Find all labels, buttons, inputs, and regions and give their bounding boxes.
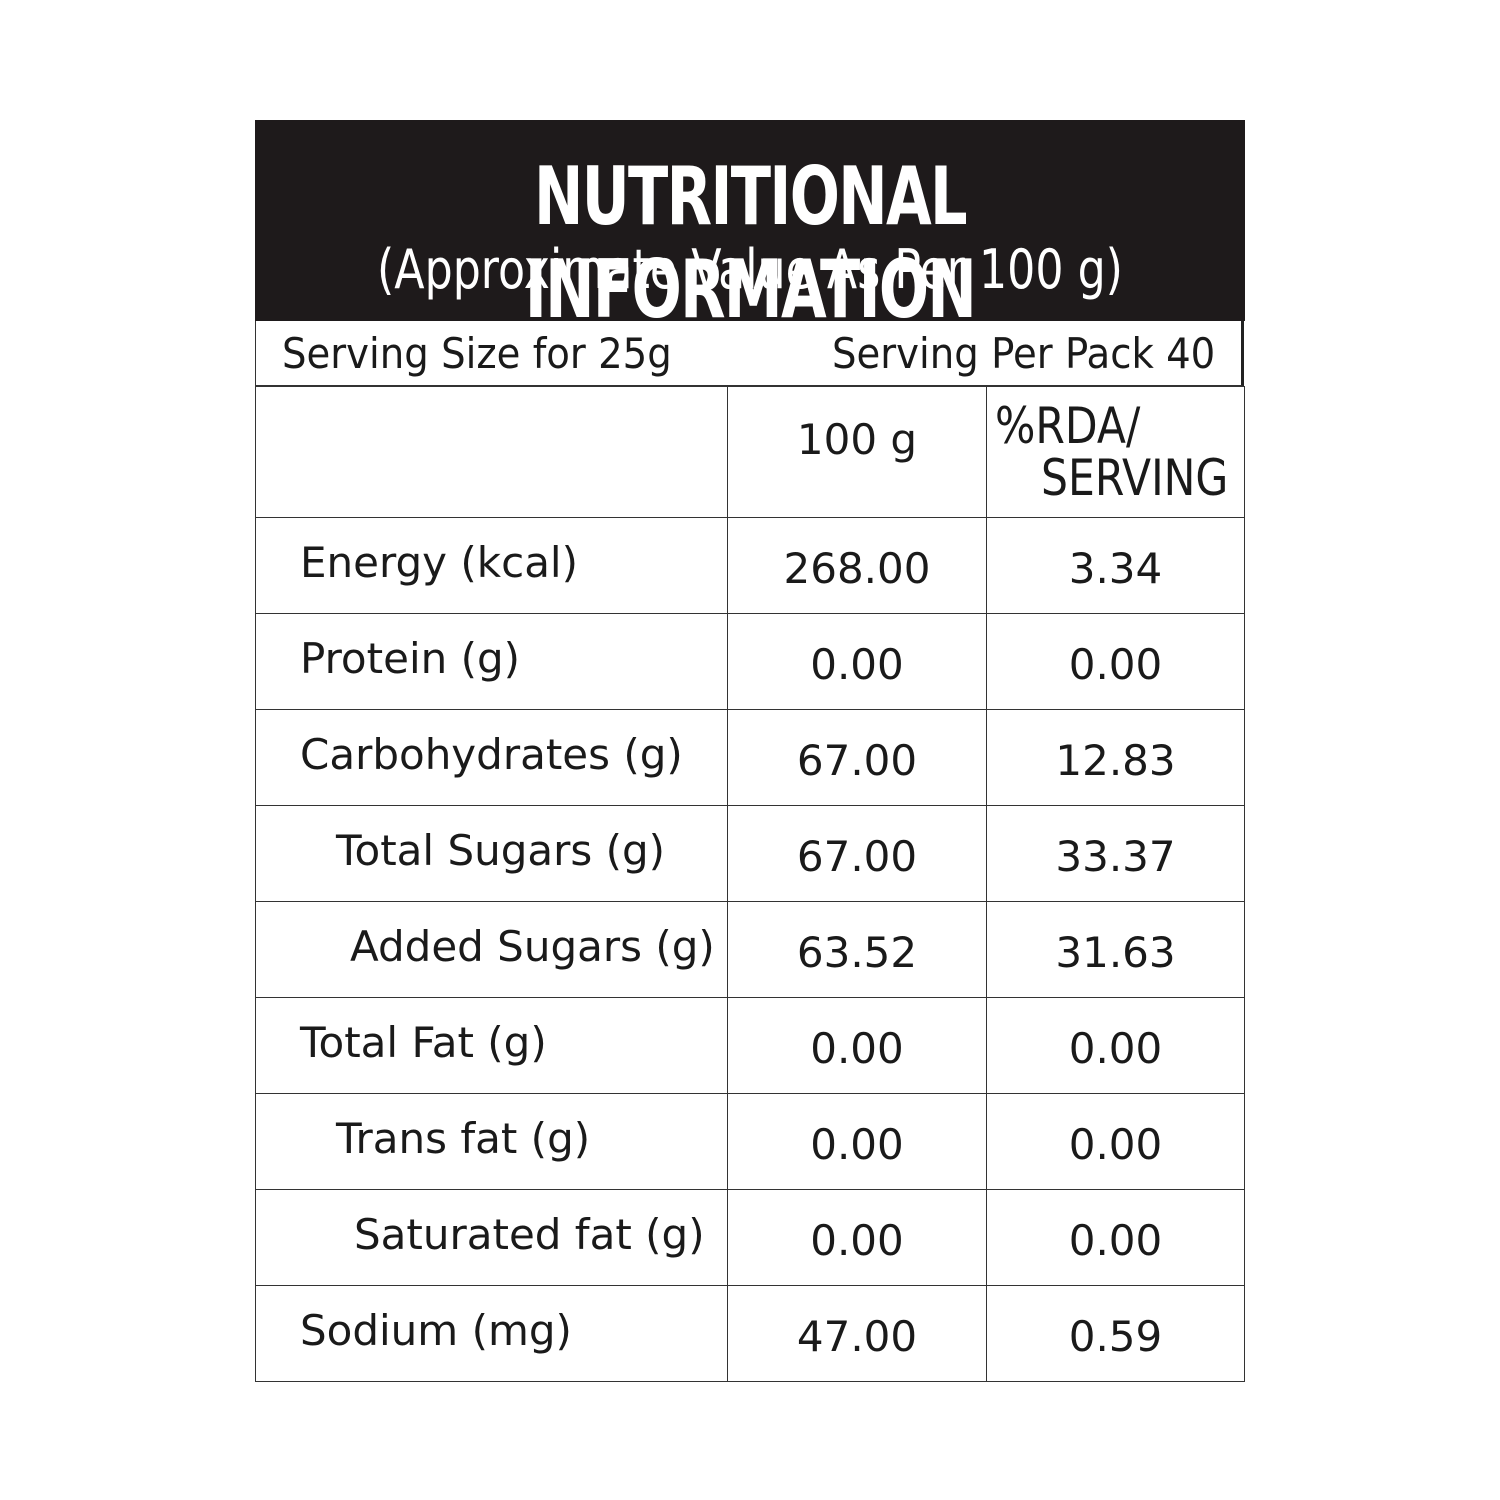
nutrient-label: Total Fat (g): [300, 1018, 547, 1067]
nutrient-value: 0.00: [1068, 1216, 1163, 1265]
value-cell: 268.00: [727, 517, 987, 614]
nutrient-label: Trans fat (g): [336, 1114, 591, 1163]
column-header: 100 g: [796, 415, 918, 464]
nutrient-value: 33.37: [1055, 832, 1176, 881]
nutrient-label: Saturated fat (g): [354, 1210, 705, 1259]
nutrient-label: Sodium (mg): [300, 1306, 572, 1355]
value-cell: 0.00: [986, 997, 1245, 1094]
value-cell: 0.00: [986, 1093, 1245, 1190]
nutrient-value: 3.34: [1068, 544, 1163, 593]
nutrient-value: 0.00: [1068, 640, 1163, 689]
nutrient-label: Added Sugars (g): [350, 922, 715, 971]
value-cell: 12.83: [986, 709, 1245, 806]
subtitle: (Approximate Value As Per 100 g): [377, 238, 1123, 301]
header: NUTRITIONAL INFORMATION (Approximate Val…: [255, 120, 1245, 336]
label-cell: Total Fat (g): [255, 997, 728, 1094]
value-cell: 67.00: [727, 805, 987, 902]
title: NUTRITIONAL INFORMATION: [524, 150, 977, 336]
column-header: %RDA/: [995, 397, 1141, 455]
nutrient-label: Total Sugars (g): [336, 826, 666, 875]
header-cell: [255, 386, 728, 518]
value-cell: 0.00: [727, 613, 987, 710]
nutrient-value: 0.00: [1068, 1120, 1163, 1169]
nutrient-value: 67.00: [796, 736, 918, 785]
value-cell: 31.63: [986, 901, 1245, 998]
nutrient-value: 0.00: [810, 1120, 904, 1169]
nutrient-label: Carbohydrates (g): [300, 730, 683, 779]
nutrient-value: 0.59: [1068, 1312, 1163, 1361]
nutrient-label: Protein (g): [300, 634, 521, 683]
value-cell: 63.52: [727, 901, 987, 998]
label-cell: Energy (kcal): [255, 517, 728, 614]
value-cell: 0.00: [986, 1189, 1245, 1286]
value-cell: 3.34: [986, 517, 1245, 614]
nutrient-value: 0.00: [810, 1024, 904, 1073]
nutrient-value: 31.63: [1055, 928, 1176, 977]
nutrient-value: 67.00: [796, 832, 918, 881]
value-cell: 0.00: [727, 1189, 987, 1286]
nutrient-value: 47.00: [796, 1312, 918, 1361]
header-cell: 100 g: [727, 386, 987, 518]
value-cell: 67.00: [727, 709, 987, 806]
label-cell: Trans fat (g): [255, 1093, 728, 1190]
value-cell: 33.37: [986, 805, 1245, 902]
nutrient-value: 0.00: [810, 640, 904, 689]
label-cell: Added Sugars (g): [255, 901, 728, 998]
nutrient-value: 0.00: [810, 1216, 904, 1265]
value-cell: 0.59: [986, 1285, 1245, 1382]
nutrient-value: 0.00: [1068, 1024, 1163, 1073]
nutrient-value: 268.00: [783, 544, 931, 593]
header-cell: %RDA/SERVING: [986, 386, 1245, 518]
nutrient-value: 63.52: [796, 928, 918, 977]
value-cell: 0.00: [986, 613, 1245, 710]
label-cell: Sodium (mg): [255, 1285, 728, 1382]
nutrient-value: 12.83: [1055, 736, 1176, 785]
serving-size: Serving Size for 25g: [282, 329, 672, 378]
nutrient-label: Energy (kcal): [300, 538, 578, 587]
serving-per-pack: Serving Per Pack 40: [832, 329, 1216, 378]
value-cell: 0.00: [727, 997, 987, 1094]
value-cell: 47.00: [727, 1285, 987, 1382]
value-cell: 0.00: [727, 1093, 987, 1190]
label-cell: Saturated fat (g): [255, 1189, 728, 1286]
label-cell: Protein (g): [255, 613, 728, 710]
column-header: SERVING: [1041, 449, 1229, 507]
label-cell: Carbohydrates (g): [255, 709, 728, 806]
label-cell: Total Sugars (g): [255, 805, 728, 902]
serving-row: Serving Size for 25g Serving Per Pack 40: [255, 321, 1244, 386]
